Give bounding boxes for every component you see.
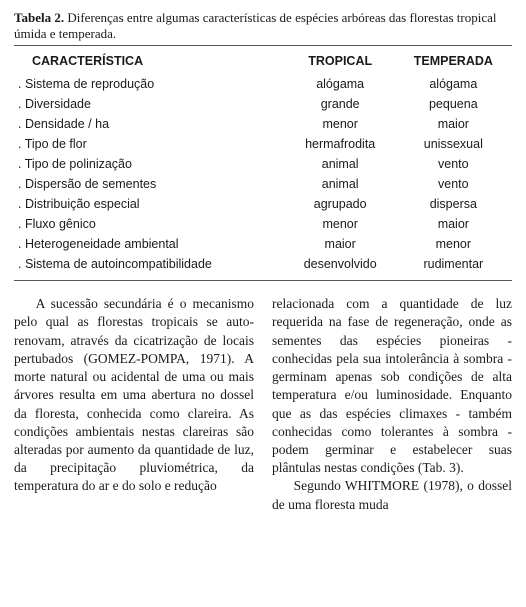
table-cell: . Tipo de flor: [14, 134, 286, 154]
table-cell: maior: [395, 214, 512, 234]
table-row: . Densidade / hamenormaior: [14, 114, 512, 134]
col-header-tropical: TROPICAL: [286, 50, 395, 74]
table-header-row: CARACTERÍSTICA TROPICAL TEMPERADA: [14, 50, 512, 74]
table-cell: pequena: [395, 94, 512, 114]
table-cell: alógama: [395, 74, 512, 94]
table-row: . Fluxo gênicomenormaior: [14, 214, 512, 234]
table-caption-text: Diferenças entre algumas características…: [14, 10, 497, 41]
table-cell: agrupado: [286, 194, 395, 214]
col-header-temperate: TEMPERADA: [395, 50, 512, 74]
table-cell: hermafrodita: [286, 134, 395, 154]
table-cell: menor: [286, 114, 395, 134]
table-cell: vento: [395, 154, 512, 174]
paragraph-1: A sucessão secundária é o mecanismo pelo…: [14, 295, 254, 495]
table-cell: . Fluxo gênico: [14, 214, 286, 234]
table-cell: . Sistema de autoincompatibilidade: [14, 254, 286, 274]
table-cell: . Distribuição especial: [14, 194, 286, 214]
table-cell: maior: [395, 114, 512, 134]
table-row: . Dispersão de sementesanimalvento: [14, 174, 512, 194]
body-text: A sucessão secundária é o mecanismo pelo…: [14, 295, 512, 514]
col-header-characteristic: CARACTERÍSTICA: [14, 50, 286, 74]
table-row: . Sistema de autoincompatibilidadedesenv…: [14, 254, 512, 274]
table-row: . Tipo de polinizaçãoanimalvento: [14, 154, 512, 174]
table-cell: . Heterogeneidade ambiental: [14, 234, 286, 254]
table-cell: menor: [395, 234, 512, 254]
table-cell: vento: [395, 174, 512, 194]
table-cell: grande: [286, 94, 395, 114]
paragraph-2: Segundo WHITMORE (1978), o dossel de uma…: [272, 477, 512, 513]
table-cell: desenvolvido: [286, 254, 395, 274]
comparison-table: CARACTERÍSTICA TROPICAL TEMPERADA . Sist…: [14, 50, 512, 274]
table-label: Tabela 2.: [14, 10, 64, 25]
table-cell: . Tipo de polinização: [14, 154, 286, 174]
table-row: . Tipo de florhermafroditaunissexual: [14, 134, 512, 154]
table-cell: rudimentar: [395, 254, 512, 274]
table-cell: . Sistema de reprodução: [14, 74, 286, 94]
table-cell: . Dispersão de sementes: [14, 174, 286, 194]
table-row: . Diversidadegrandepequena: [14, 94, 512, 114]
table-cell: . Densidade / ha: [14, 114, 286, 134]
table-cell: menor: [286, 214, 395, 234]
table-row: . Distribuição especialagrupadodispersa: [14, 194, 512, 214]
table-cell: animal: [286, 174, 395, 194]
table-row: . Sistema de reproduçãoalógamaalógama: [14, 74, 512, 94]
table-bottom-rule: [14, 280, 512, 281]
table-cell: unissexual: [395, 134, 512, 154]
table-row: . Heterogeneidade ambientalmaiormenor: [14, 234, 512, 254]
table-cell: animal: [286, 154, 395, 174]
table-top-rule: [14, 45, 512, 46]
paragraph-1b: relacionada com a quantidade de luz requ…: [272, 295, 512, 477]
table-cell: maior: [286, 234, 395, 254]
table-cell: alógama: [286, 74, 395, 94]
table-cell: . Diversidade: [14, 94, 286, 114]
table-cell: dispersa: [395, 194, 512, 214]
table-caption: Tabela 2. Diferenças entre algumas carac…: [14, 10, 512, 41]
